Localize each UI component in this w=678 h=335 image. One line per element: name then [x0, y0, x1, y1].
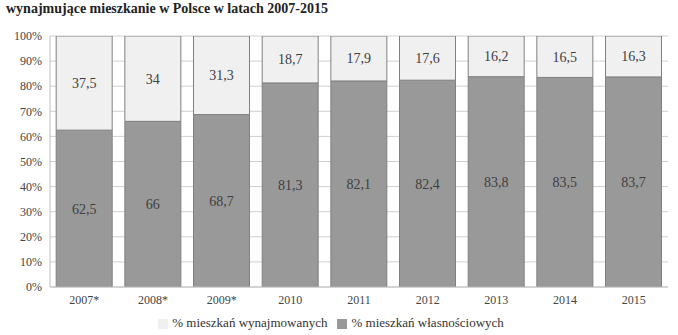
svg-text:16,3: 16,3: [621, 49, 646, 64]
svg-text:60%: 60%: [20, 130, 42, 144]
svg-text:10%: 10%: [20, 255, 42, 269]
svg-text:50%: 50%: [20, 155, 42, 169]
svg-text:83,8: 83,8: [484, 175, 509, 190]
svg-text:82,1: 82,1: [347, 177, 372, 192]
svg-text:100%: 100%: [14, 29, 42, 43]
svg-text:66: 66: [146, 197, 160, 212]
svg-text:2011: 2011: [347, 293, 371, 307]
svg-text:62,5: 62,5: [72, 202, 97, 217]
svg-text:68,7: 68,7: [209, 194, 234, 209]
svg-text:34: 34: [146, 72, 160, 87]
svg-text:2012: 2012: [416, 293, 440, 307]
html-text:wynajmujące mieszkanie w Polsc: wynajmujące mieszkanie w Polsce w latach…: [6, 1, 328, 16]
svg-text:2009*: 2009*: [207, 293, 237, 307]
svg-text:70%: 70%: [20, 105, 42, 119]
svg-text:31,3: 31,3: [209, 68, 234, 83]
svg-text:20%: 20%: [20, 230, 42, 244]
svg-text:83,5: 83,5: [553, 175, 578, 190]
svg-text:2014: 2014: [553, 293, 577, 307]
html-text:% mieszkań własnościowych: % mieszkań własnościowych: [351, 315, 504, 330]
svg-text:90%: 90%: [20, 54, 42, 68]
svg-text:2015: 2015: [622, 293, 646, 307]
svg-text:37,5: 37,5: [72, 76, 97, 91]
svg-text:16,5: 16,5: [553, 50, 578, 65]
svg-text:17,6: 17,6: [415, 51, 440, 66]
svg-text:30%: 30%: [20, 205, 42, 219]
svg-text:2008*: 2008*: [138, 293, 168, 307]
svg-text:83,7: 83,7: [621, 175, 646, 190]
svg-text:16,2: 16,2: [484, 49, 509, 64]
html-text:% mieszkań wynajmowanych: % mieszkań wynajmowanych: [172, 315, 328, 330]
svg-text:17,9: 17,9: [347, 51, 372, 66]
svg-text:2010: 2010: [278, 293, 302, 307]
svg-text:80%: 80%: [20, 79, 42, 93]
svg-text:82,4: 82,4: [415, 177, 440, 192]
svg-text:40%: 40%: [20, 180, 42, 194]
svg-text:18,7: 18,7: [278, 52, 303, 67]
svg-text:0%: 0%: [26, 280, 42, 294]
svg-text:2013: 2013: [484, 293, 508, 307]
svg-text:2007*: 2007*: [69, 293, 99, 307]
svg-text:81,3: 81,3: [278, 178, 303, 193]
